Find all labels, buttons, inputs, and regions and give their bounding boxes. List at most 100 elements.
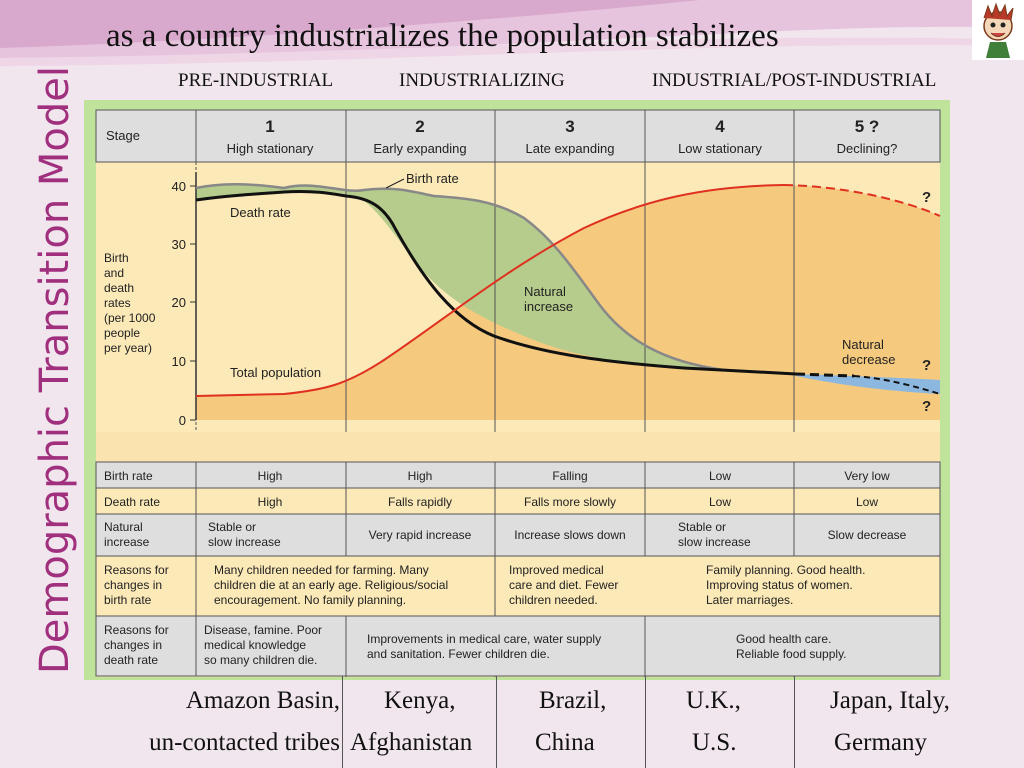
- example-stage-1: Amazon Basin, un-contacted tribes: [98, 680, 340, 764]
- example-divider: [645, 676, 646, 768]
- natural-decrease-label-1: Natural: [842, 337, 884, 352]
- cell-birth-1: High: [258, 469, 283, 483]
- stage-3-number: 3: [565, 117, 574, 136]
- stage-2-number: 2: [415, 117, 424, 136]
- row-label-birth-reasons-2: changes in: [104, 578, 162, 592]
- cell-dr-1b: medical knowledge: [204, 638, 306, 652]
- cell-death-3: Falls more slowly: [524, 495, 616, 509]
- example-stage-2-line-1: Kenya,: [384, 687, 456, 714]
- cell-ni-1a: Stable or: [208, 520, 256, 534]
- svg-text:per year): per year): [104, 341, 152, 355]
- header-swoosh-decoration: [0, 0, 1024, 66]
- example-divider: [794, 676, 795, 768]
- cell-dr-2a: Improvements in medical care, water supp…: [367, 632, 601, 646]
- row-label-natural-increase-2: increase: [104, 535, 150, 549]
- row-label-death-reasons-2: changes in: [104, 638, 162, 652]
- stage-5-name: Declining?: [837, 141, 898, 156]
- svg-text:death: death: [104, 281, 134, 295]
- example-stage-1-line-1: Amazon Basin,: [185, 687, 340, 714]
- slide-headline: as a country industrializes the populati…: [106, 18, 779, 54]
- row-label-death-reasons-3: death rate: [104, 653, 158, 667]
- example-stage-4: U.K., U.S.: [686, 680, 741, 764]
- row-label-birth-reasons-1: Reasons for: [104, 563, 169, 577]
- natural-decrease-area: [796, 374, 940, 394]
- birth-rate-line: [195, 183, 797, 376]
- death-rate-dashed-extension: [795, 372, 855, 378]
- cell-death-5: Low: [856, 495, 878, 509]
- cell-death-2: Falls rapidly: [388, 495, 452, 509]
- birth-rate-label: Birth rate: [406, 171, 459, 186]
- example-stage-5-line-2: Germany: [834, 729, 928, 756]
- row-label-birth-rate: Birth rate: [104, 469, 153, 483]
- natural-increase-label-1: Natural: [524, 284, 566, 299]
- stage-5-number: 5 ?: [855, 117, 880, 136]
- cell-br-1c: encouragement. No family planning.: [214, 593, 406, 607]
- stage-4-number: 4: [715, 117, 725, 136]
- table-row-death-reasons: [95, 615, 941, 677]
- death-rate-label: Death rate: [230, 205, 291, 220]
- row-label-death-rate: Death rate: [104, 495, 160, 509]
- stage-2-name: Early expanding: [373, 141, 466, 156]
- table-row-birth-reasons: [95, 555, 941, 617]
- question-mark-population: ?: [922, 189, 931, 206]
- population-dashed-extension: [783, 184, 941, 217]
- cell-death-4: Low: [709, 495, 731, 509]
- y-tick-20: 20: [172, 295, 186, 310]
- cell-br-3a: Family planning. Good health.: [706, 563, 865, 577]
- example-stage-4-line-1: U.K.,: [686, 687, 741, 714]
- death-rate-line: [195, 190, 797, 376]
- cell-ni-4b: slow increase: [678, 535, 751, 549]
- question-mark-birth: ?: [922, 357, 931, 374]
- cell-birth-2: High: [408, 469, 433, 483]
- example-stage-3: Brazil, China: [535, 680, 606, 764]
- corner-logo-icon: [972, 0, 1024, 60]
- table-row-birth-rate: [95, 461, 941, 489]
- stage-header-label: Stage: [106, 128, 140, 143]
- total-population-label: Total population: [230, 365, 321, 380]
- svg-text:and: and: [104, 266, 124, 280]
- stage-header-row: [95, 109, 941, 163]
- example-stage-5: Japan, Italy, Germany: [830, 680, 950, 764]
- stage-3-name: Late expanding: [526, 141, 615, 156]
- stage-1-number: 1: [265, 117, 274, 136]
- phase-label-preindustrial: PRE-INDUSTRIAL: [178, 70, 334, 91]
- cell-ni-4a: Stable or: [678, 520, 726, 534]
- vertical-slide-title: Demographic Transition Model: [32, 66, 78, 675]
- svg-text:(per 1000: (per 1000: [104, 311, 156, 325]
- cell-br-3c: Later marriages.: [706, 593, 793, 607]
- separator-strip: [96, 432, 940, 462]
- row-label-death-reasons-1: Reasons for: [104, 623, 169, 637]
- cell-br-3b: Improving status of women.: [706, 578, 853, 592]
- cell-dr-3a: Good health care.: [736, 632, 831, 646]
- cell-br-2a: Improved medical: [509, 563, 604, 577]
- phase-label-industrial: INDUSTRIAL/POST-INDUSTRIAL: [652, 70, 937, 91]
- cell-birth-5: Very low: [844, 469, 890, 483]
- example-stage-1-line-2: un-contacted tribes: [149, 729, 340, 756]
- cell-dr-1c: so many children die.: [204, 653, 317, 667]
- y-tick-30: 30: [172, 237, 186, 252]
- cell-br-1b: children die at an early age. Religious/…: [214, 578, 448, 592]
- example-stage-5-line-1: Japan, Italy,: [830, 687, 950, 714]
- question-mark-death: ?: [922, 398, 931, 415]
- cell-br-2b: care and diet. Fewer: [509, 578, 618, 592]
- cell-ni-2: Very rapid increase: [369, 528, 472, 542]
- birth-rate-dashed-extension: [853, 375, 941, 395]
- svg-text:rates: rates: [104, 296, 131, 310]
- svg-text:Birth: Birth: [104, 251, 129, 265]
- table-row-natural-increase: [95, 513, 941, 557]
- cell-death-1: High: [258, 495, 283, 509]
- cell-ni-1b: slow increase: [208, 535, 281, 549]
- svg-text:people: people: [104, 326, 140, 340]
- table-row-death-rate: [95, 487, 941, 515]
- natural-increase-area: [196, 184, 796, 374]
- example-stage-2: Kenya, Afghanistan: [350, 680, 498, 764]
- cell-br-1a: Many children needed for farming. Many: [214, 563, 429, 577]
- cell-ni-5: Slow decrease: [828, 528, 907, 542]
- row-label-natural-increase-1: Natural: [104, 520, 143, 534]
- stage-1-name: High stationary: [227, 141, 314, 156]
- example-stage-3-line-2: China: [535, 729, 595, 756]
- example-stage-4-line-2: U.S.: [692, 729, 737, 756]
- phase-label-industrializing: INDUSTRIALIZING: [399, 70, 565, 91]
- cell-dr-2b: and sanitation. Fewer children die.: [367, 647, 550, 661]
- natural-increase-label-2: increase: [524, 299, 573, 314]
